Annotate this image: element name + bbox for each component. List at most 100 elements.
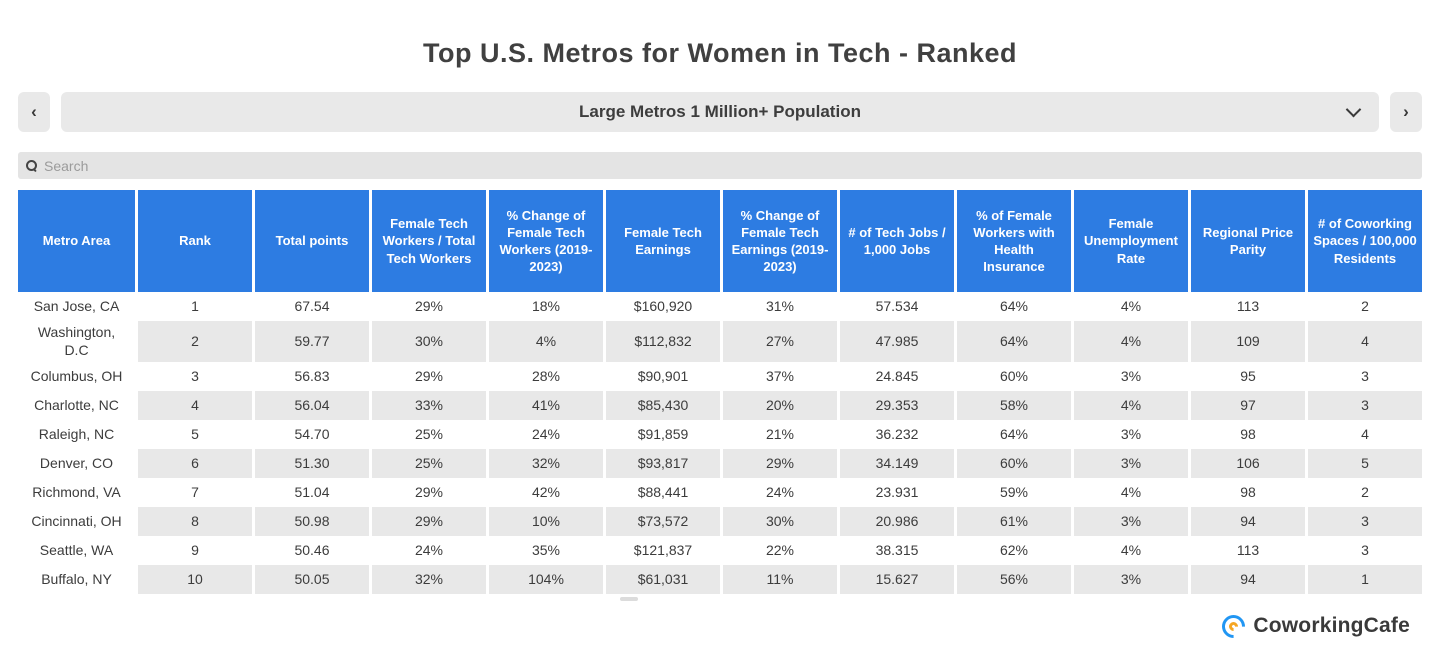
table-row: San Jose, CA 1 67.54 29% 18% $160,920 31% 57.53… [18,292,1422,321]
data-cell: 11% [720,565,837,594]
data-cell: 24.845 [837,362,954,391]
horizontal-scrollbar[interactable] [620,597,638,601]
data-cell: 22% [720,536,837,565]
chevron-left-icon: ‹ [31,102,37,121]
column-header: Total points [252,190,369,292]
category-dropdown[interactable]: Large Metros 1 Million+ Population [61,92,1379,132]
data-cell: 3% [1071,565,1188,594]
data-cell: 2 [135,321,252,362]
column-header: Female Tech Earnings [603,190,720,292]
data-cell: 25% [369,449,486,478]
data-cell: $160,920 [603,292,720,321]
data-cell: 10% [486,507,603,536]
data-cell: 32% [486,449,603,478]
column-header: Metro Area [18,190,135,292]
column-header: Regional Price Parity [1188,190,1305,292]
data-cell: 54.70 [252,420,369,449]
next-category-button[interactable]: › [1390,92,1422,132]
data-cell: 60% [954,362,1071,391]
table-row: Richmond, VA 7 51.04 29% 42% $88,441 24% 23.931… [18,478,1422,507]
data-cell: 27% [720,321,837,362]
data-cell: 64% [954,321,1071,362]
data-cell: 1 [135,292,252,321]
data-cell: 29.353 [837,391,954,420]
data-cell: $90,901 [603,362,720,391]
data-cell: $85,430 [603,391,720,420]
data-cell: 34.149 [837,449,954,478]
data-cell: 33% [369,391,486,420]
data-cell: 29% [720,449,837,478]
data-cell: $93,817 [603,449,720,478]
metro-area-cell: Charlotte, NC [18,391,135,420]
data-cell: 98 [1188,478,1305,507]
column-header: # of Tech Jobs / 1,000 Jobs [837,190,954,292]
data-cell: 51.04 [252,478,369,507]
column-header: Female Tech Workers / Total Tech Workers [369,190,486,292]
data-cell: 1 [1305,565,1422,594]
table-row: Charlotte, NC 4 56.04 33% 41% $85,430 20% 29.35… [18,391,1422,420]
data-cell: 37% [720,362,837,391]
data-cell: 3% [1071,449,1188,478]
data-cell: 29% [369,292,486,321]
data-cell: 5 [135,420,252,449]
data-cell: 97 [1188,391,1305,420]
data-cell: 109 [1188,321,1305,362]
data-cell: 62% [954,536,1071,565]
data-cell: 20% [720,391,837,420]
table-row: Denver, CO 6 51.30 25% 32% $93,817 29% 34.149 60… [18,449,1422,478]
data-cell: 64% [954,292,1071,321]
column-header: % Change of Female Tech Workers (2019-20… [486,190,603,292]
data-cell: 95 [1188,362,1305,391]
page-title: Top U.S. Metros for Women in Tech - Rank… [422,38,1018,68]
data-cell: 67.54 [252,292,369,321]
data-cell: 25% [369,420,486,449]
data-cell: 3% [1071,362,1188,391]
data-cell: 4% [486,321,603,362]
category-navigation: ‹ Large Metros 1 Million+ Population › [18,92,1422,132]
data-cell: 60% [954,449,1071,478]
search-icon [26,160,37,171]
data-cell: $73,572 [603,507,720,536]
brand-footer[interactable]: CoworkingCafe [18,609,1422,643]
data-cell: $91,859 [603,420,720,449]
data-cell: 30% [720,507,837,536]
prev-category-button[interactable]: ‹ [18,92,50,132]
data-cell: 4% [1071,478,1188,507]
data-cell: 57.534 [837,292,954,321]
table-body: San Jose, CA 1 67.54 29% 18% $160,920 31% 57.53… [18,292,1422,594]
data-cell: 3 [1305,362,1422,391]
data-cell: 4% [1071,536,1188,565]
data-cell: 24% [369,536,486,565]
data-cell: 56% [954,565,1071,594]
column-header: % of Female Workers with Health Insuranc… [954,190,1071,292]
data-cell: 7 [135,478,252,507]
data-cell: 2 [1305,478,1422,507]
table-row: Cincinnati, OH 8 50.98 29% 10% $73,572 30% 20.9… [18,507,1422,536]
search-input[interactable] [44,157,1414,174]
data-cell: 31% [720,292,837,321]
data-cell: 41% [486,391,603,420]
data-cell: 50.46 [252,536,369,565]
page: Top U.S. Metros for Women in Tech - Rank… [0,38,1440,643]
data-cell: 8 [135,507,252,536]
data-cell: 47.985 [837,321,954,362]
data-cell: 20.986 [837,507,954,536]
data-cell: 30% [369,321,486,362]
data-cell: 9 [135,536,252,565]
data-cell: 56.04 [252,391,369,420]
data-cell: $121,837 [603,536,720,565]
column-header: # of Coworking Spaces / 100,000 Resident… [1305,190,1422,292]
search-bar[interactable] [18,152,1422,179]
table-row: Washington, D.C 2 59.77 30% 4% $112,832 27% 47.… [18,321,1422,362]
metro-area-cell: Columbus, OH [18,362,135,391]
data-cell: 113 [1188,292,1305,321]
data-cell: 104% [486,565,603,594]
data-cell: 3 [1305,391,1422,420]
data-cell: 36.232 [837,420,954,449]
data-cell: 3% [1071,420,1188,449]
data-cell: 61% [954,507,1071,536]
data-cell: 4% [1071,391,1188,420]
data-cell: 23.931 [837,478,954,507]
data-cell: 56.83 [252,362,369,391]
table-header-row: Metro Area Rank Total points Female Tech Wo… [18,190,1422,292]
